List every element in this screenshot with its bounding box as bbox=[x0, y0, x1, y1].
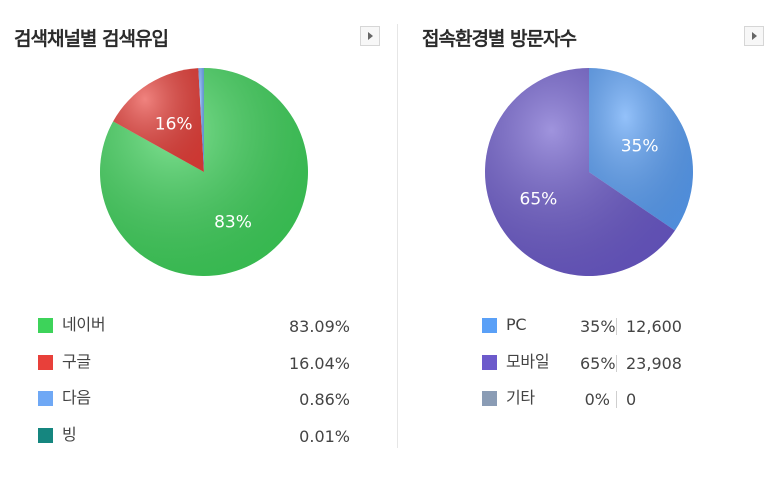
legend-item: 다음 0.86% bbox=[38, 387, 358, 424]
search-channel-legend: 네이버 83.09% 구글 16.04% 다음 0.86% 빙 0.01% bbox=[38, 314, 358, 460]
legend-value: 0.86% bbox=[299, 390, 350, 409]
pie-slice-1 bbox=[99, 68, 308, 276]
legend-percent: 0% bbox=[584, 390, 610, 409]
legend-percent: 65% bbox=[580, 353, 616, 373]
legend-separator bbox=[616, 391, 617, 408]
pie-slice-1 bbox=[589, 68, 694, 231]
legend-swatch bbox=[482, 354, 497, 370]
pie-slice-2 bbox=[113, 68, 204, 172]
legend-label: 기타 bbox=[506, 388, 535, 407]
legend-count: 0 bbox=[626, 390, 637, 409]
legend-swatch bbox=[38, 391, 53, 406]
legend-percent: 35% bbox=[580, 317, 616, 336]
device-visits-title: 접속환경별 방문자수 bbox=[422, 28, 577, 50]
pie-slice-label: 35% bbox=[621, 136, 659, 156]
legend-value: 83.09% bbox=[288, 317, 350, 336]
device-visits-pie-chart: 35% 65% bbox=[485, 68, 694, 276]
legend-count: 12,600 bbox=[626, 317, 682, 336]
device-visits-more-button[interactable] bbox=[744, 26, 764, 46]
search-channel-pie-chart: 83% 16% bbox=[99, 67, 308, 276]
legend-count: 23,908 bbox=[626, 353, 682, 373]
legend-item: 모바일 65% 23,908 bbox=[482, 351, 762, 388]
legend-item: PC 35% 12,600 bbox=[482, 314, 762, 351]
legend-swatch bbox=[482, 391, 497, 406]
legend-label: 네이버 bbox=[62, 315, 106, 334]
pie-slice-label: 16% bbox=[155, 115, 193, 135]
search-channel-title: 검색채널별 검색유입 bbox=[14, 28, 169, 50]
legend-label: PC bbox=[506, 315, 527, 334]
panel-divider bbox=[397, 24, 398, 448]
search-channel-more-button[interactable] bbox=[360, 26, 380, 46]
legend-item: 네이버 83.09% bbox=[38, 314, 358, 351]
pie-slice-label: 83% bbox=[214, 212, 252, 232]
legend-label: 모바일 bbox=[506, 351, 550, 371]
legend-swatch bbox=[482, 318, 497, 333]
legend-item: 기타 0% 0 bbox=[482, 387, 762, 424]
device-visits-panel: 접속환경별 방문자수 35% 65% PC 35% 12,600 모바일 65% 23,90… bbox=[398, 0, 768, 478]
legend-label: 구글 bbox=[62, 351, 91, 371]
legend-item: 빙 0.01% bbox=[38, 424, 358, 461]
pie-slice-2 bbox=[485, 68, 675, 276]
pie-slice-3 bbox=[198, 68, 204, 172]
legend-label: 다음 bbox=[62, 388, 91, 407]
legend-separator bbox=[616, 354, 617, 372]
pie-slice-label: 65% bbox=[520, 190, 558, 210]
legend-value: 0.01% bbox=[299, 426, 350, 446]
legend-item: 구글 16.04% bbox=[38, 351, 358, 388]
legend-label: 빙 bbox=[62, 424, 77, 444]
search-channel-panel: 검색채널별 검색유입 83% 16% 네이버 83.09% 구글 16.04% 다음 0.8… bbox=[14, 26, 380, 460]
legend-value: 16.04% bbox=[288, 353, 350, 373]
device-visits-legend: PC 35% 12,600 모바일 65% 23,908 기타 0% 0 bbox=[482, 314, 762, 424]
legend-swatch bbox=[38, 427, 53, 443]
legend-swatch bbox=[38, 318, 53, 333]
legend-separator bbox=[616, 318, 617, 335]
legend-swatch bbox=[38, 354, 53, 370]
